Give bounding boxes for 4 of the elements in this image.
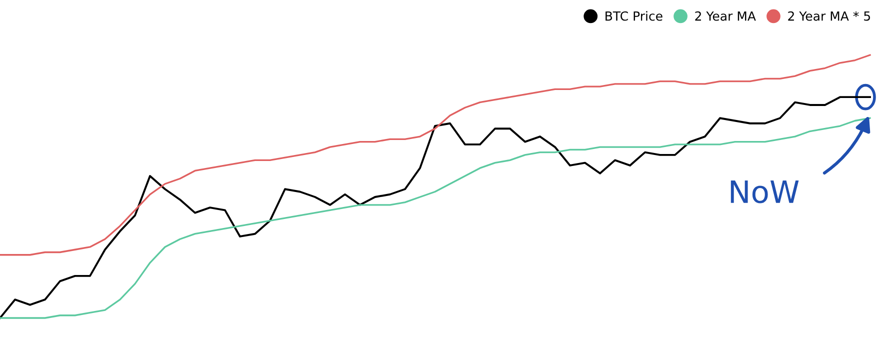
- legend-label: 2 Year MA: [695, 11, 756, 21]
- legend-label: BTC Price: [606, 11, 662, 21]
- legend-label: 2 Year MA * 5: [788, 11, 870, 21]
- annotation: NoW: [730, 180, 799, 204]
